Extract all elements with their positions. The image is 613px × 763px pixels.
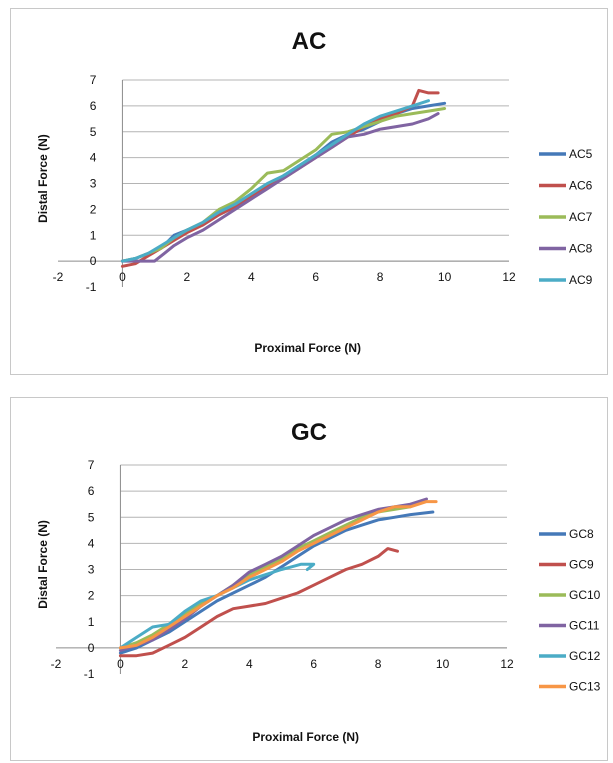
gc-chart-panel: GC -2 0 2 4 6 8 10 12 -1 0 1 2 3 4 5 6 7 Proximal Force (N…	[10, 397, 608, 761]
x-tick-label: -2	[51, 657, 62, 671]
x-tick-label: 4	[248, 270, 255, 284]
x-tick-label: 2	[184, 270, 191, 284]
x-tick-label: 0	[119, 270, 126, 284]
x-axis-label: Proximal Force (N)	[252, 730, 359, 744]
y-tick-label: 3	[90, 177, 97, 191]
y-tick-label: 4	[90, 151, 97, 165]
series-line-ac8	[120, 112, 440, 263]
series-line-gc9	[118, 547, 399, 658]
legend-label-gc8: GC8	[569, 527, 594, 541]
x-tick-label: 8	[375, 657, 382, 671]
legend-label-gc12: GC12	[569, 649, 601, 663]
y-tick-label: 6	[90, 99, 97, 113]
ac-chart-panel: AC -2 0 2 4 6 8 10 12 -1 0 1 2 3 4 5 6 7 Proximal Force (N…	[10, 8, 608, 375]
series-line-ac9	[120, 99, 430, 263]
chart-title: GC	[291, 419, 327, 446]
chart-title: AC	[292, 28, 327, 55]
y-axis-label: Distal Force (N)	[36, 134, 50, 223]
legend-label-ac7: AC7	[569, 210, 593, 224]
x-tick-label: 12	[500, 657, 514, 671]
series-line-gc13	[118, 500, 438, 650]
legend-label-gc13: GC13	[569, 680, 601, 694]
y-tick-label: 3	[88, 563, 95, 577]
legend-label-ac5: AC5	[569, 147, 593, 161]
x-tick-label: -2	[53, 270, 64, 284]
x-tick-label: 6	[310, 657, 317, 671]
y-tick-label: 5	[90, 125, 97, 139]
y-tick-label: 1	[88, 615, 95, 629]
x-tick-label: 10	[436, 657, 450, 671]
y-tick-label: 2	[88, 589, 95, 603]
x-axis-label: Proximal Force (N)	[254, 341, 361, 355]
legend-label-gc9: GC9	[569, 558, 594, 572]
series-line-gc11	[118, 497, 428, 652]
y-tick-label: 2	[90, 202, 97, 216]
y-axis-label: Distal Force (N)	[36, 520, 50, 609]
x-tick-label: 4	[246, 657, 253, 671]
legend-label-gc11: GC11	[569, 619, 600, 633]
legend-label-gc10: GC10	[569, 588, 601, 602]
legend-label-ac9: AC9	[569, 273, 593, 287]
x-tick-label: 12	[502, 270, 516, 284]
y-tick-label: 0	[88, 641, 95, 655]
x-tick-label: 0	[117, 657, 124, 671]
y-tick-label: 6	[88, 484, 95, 498]
x-tick-label: 2	[182, 657, 189, 671]
y-tick-label: 0	[90, 254, 97, 268]
x-tick-label: 8	[377, 270, 384, 284]
x-tick-label: 6	[312, 270, 319, 284]
y-tick-label: 7	[88, 458, 95, 472]
y-tick-label: 4	[88, 536, 95, 550]
legend-label-ac8: AC8	[569, 242, 593, 256]
y-tick-label: 7	[90, 73, 97, 87]
y-tick-label: 5	[88, 510, 95, 524]
y-tick-label: 1	[90, 228, 97, 242]
x-tick-label: 10	[438, 270, 452, 284]
y-tick-label: -1	[86, 280, 97, 294]
legend-label-ac6: AC6	[569, 179, 593, 193]
y-tick-label: -1	[84, 667, 95, 681]
